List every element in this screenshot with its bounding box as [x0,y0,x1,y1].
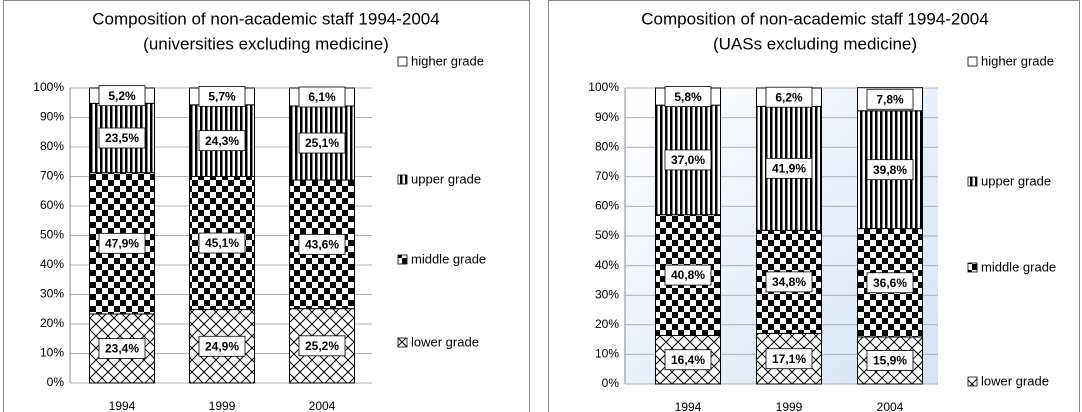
value-label-box [198,86,246,107]
value-label: 40,8% [671,268,705,282]
value-label: 24,9% [205,339,239,353]
chart-subtitle: (universities excluding medicine) [143,34,389,53]
legend-swatch [397,56,408,67]
value-label: 6,2% [775,90,803,104]
y-tick-label: 90% [40,110,64,124]
value-label: 47,9% [105,236,139,250]
chart-subtitle: (UASs excluding medicine) [713,34,917,53]
y-tick-label: 100% [588,80,619,94]
legend-swatch [967,376,978,387]
y-tick-label: 10% [40,346,64,360]
x-tick-label: 1999 [776,400,803,412]
y-tick-label: 30% [595,287,619,301]
y-tick-label: 50% [595,228,619,242]
legend-label: higher grade [981,53,1054,68]
y-tick-label: 60% [595,199,619,213]
value-label: 45,1% [205,236,239,250]
value-label-box [298,86,346,108]
value-label-box [765,271,813,293]
value-label-box [198,130,246,152]
legend-swatch [967,56,978,67]
value-label-box [765,86,813,108]
y-tick-label: 50% [40,228,64,242]
value-label-box [866,88,914,110]
value-label: 34,8% [772,275,806,289]
legend-label: higher grade [411,53,484,68]
value-label-box [98,85,146,107]
value-label-box [198,335,246,357]
x-tick-label: 1994 [675,400,702,412]
value-label: 6,1% [308,90,336,104]
value-label: 23,5% [105,131,139,145]
chart-title: Composition of non-academic staff 1994-2… [92,9,439,28]
y-tick-label: 60% [40,198,64,212]
y-tick-label: 70% [595,169,619,183]
x-tick-label: 2004 [309,399,336,412]
value-label-box [98,232,146,254]
value-label-box [98,338,146,359]
legend-label: upper grade [981,173,1051,188]
legend-swatch [967,176,978,187]
legend-swatch [397,254,408,265]
legend-label: lower grade [981,373,1049,388]
y-tick-label: 0% [47,375,65,389]
value-label-box [298,132,346,154]
value-label: 16,4% [671,353,705,367]
y-tick-label: 10% [595,347,619,361]
y-tick-label: 80% [595,139,619,153]
y-tick-label: 40% [40,257,64,271]
legend-swatch [967,262,978,273]
value-label-box [664,264,712,286]
value-label: 25,1% [305,136,339,150]
value-label: 5,8% [674,90,702,104]
y-tick-label: 100% [33,80,64,94]
x-tick-label: 1994 [109,399,136,412]
y-tick-label: 20% [595,317,619,331]
value-label-box [765,348,813,370]
value-label: 5,7% [208,90,236,104]
y-tick-label: 80% [40,139,64,153]
y-tick-label: 90% [595,110,619,124]
value-label: 25,2% [305,339,339,353]
y-tick-label: 30% [40,287,64,301]
value-label: 39,8% [873,163,907,177]
value-label: 5,2% [108,89,136,103]
value-label: 23,4% [105,342,139,356]
value-label-box [866,159,914,181]
value-label-box [664,86,712,107]
value-label-box [866,272,914,294]
x-tick-label: 1999 [209,399,236,412]
y-tick-label: 20% [40,316,64,330]
legend-label: middle grade [411,251,486,266]
legend-label: upper grade [411,171,481,186]
y-tick-label: 70% [40,169,64,183]
value-label: 24,3% [205,134,239,148]
x-tick-label: 2004 [877,400,904,412]
y-tick-label: 40% [595,258,619,272]
legend-label: lower grade [411,334,479,349]
legend-swatch [397,174,408,185]
legend-swatch [397,337,408,348]
value-label-box [664,349,712,371]
value-label: 15,9% [873,354,907,368]
value-label-box [98,127,146,149]
value-label: 36,6% [873,276,907,290]
chart-title: Composition of non-academic staff 1994-2… [641,9,988,28]
value-label-box [198,232,246,254]
value-label: 41,9% [772,162,806,176]
y-tick-label: 0% [602,376,620,390]
value-label: 7,8% [876,92,904,106]
value-label-box [298,335,346,357]
legend-label: middle grade [981,259,1056,274]
value-label-box [664,149,712,171]
value-label-box [298,233,346,255]
value-label-box [866,350,914,371]
value-label: 37,0% [671,153,705,167]
value-label: 17,1% [772,352,806,366]
value-label: 43,6% [305,238,339,252]
value-label-box [765,157,813,179]
